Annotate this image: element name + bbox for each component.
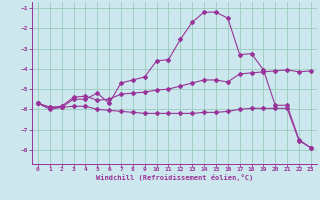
- X-axis label: Windchill (Refroidissement éolien,°C): Windchill (Refroidissement éolien,°C): [96, 174, 253, 181]
